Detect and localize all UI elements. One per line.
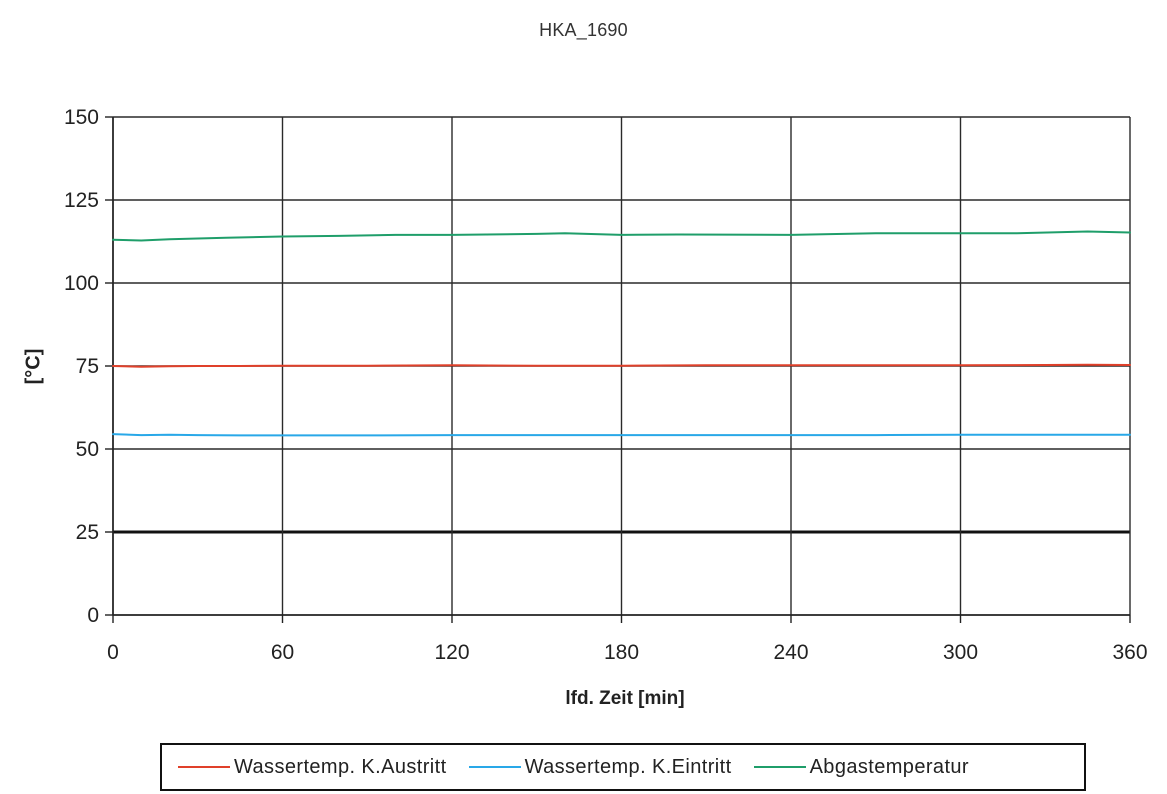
- axis-layer: [105, 116, 1131, 623]
- tick-layer: 0 25 50 75 100 125 150 0 60 120 180 240 300 360: [64, 106, 1148, 664]
- x-tick-label-360: 360: [1112, 641, 1147, 664]
- legend-swatch-abgas: [753, 766, 806, 768]
- series-layer: [112, 230, 1131, 437]
- y-tick-label-75: 75: [76, 355, 99, 378]
- legend-label-eintritt: Wassertemp. K.Eintritt: [524, 755, 732, 778]
- x-tick-label-0: 0: [107, 641, 119, 664]
- legend-item-eintritt: Wassertemp. K.Eintritt: [468, 755, 732, 779]
- x-tick-label-240: 240: [773, 641, 808, 664]
- legend-item-abgas: Abgastemperatur: [753, 755, 969, 779]
- legend: Wassertemp. K.Austritt Wassertemp. K.Ein…: [160, 743, 1086, 791]
- x-axis-label: lfd. Zeit [min]: [565, 688, 685, 709]
- x-tick-label-120: 120: [434, 641, 469, 664]
- series-line-austritt: [112, 363, 1131, 368]
- y-tick-label-150: 150: [64, 106, 99, 129]
- legend-swatch-austritt: [178, 766, 230, 768]
- legend-label-abgas: Abgastemperatur: [809, 755, 969, 778]
- legend-item-austritt: Wassertemp. K.Austritt: [178, 756, 447, 779]
- y-tick-label-125: 125: [64, 189, 99, 212]
- y-tick-label-50: 50: [76, 438, 99, 461]
- chart-title: HKA_1690: [539, 20, 628, 40]
- x-tick-label-180: 180: [604, 641, 639, 664]
- y-tick-label-0: 0: [87, 604, 99, 627]
- y-axis-label: [°C]: [22, 348, 45, 385]
- y-tick-label-25: 25: [76, 521, 99, 544]
- y-tick-label-100: 100: [64, 272, 99, 295]
- series-line-eintritt: [112, 433, 1131, 437]
- x-tick-label-60: 60: [271, 641, 294, 664]
- legend-label-austritt: Wassertemp. K.Austritt: [234, 755, 447, 778]
- x-tick-label-300: 300: [943, 641, 978, 664]
- series-line-abgas: [112, 230, 1131, 242]
- legend-swatch-eintritt: [468, 766, 521, 768]
